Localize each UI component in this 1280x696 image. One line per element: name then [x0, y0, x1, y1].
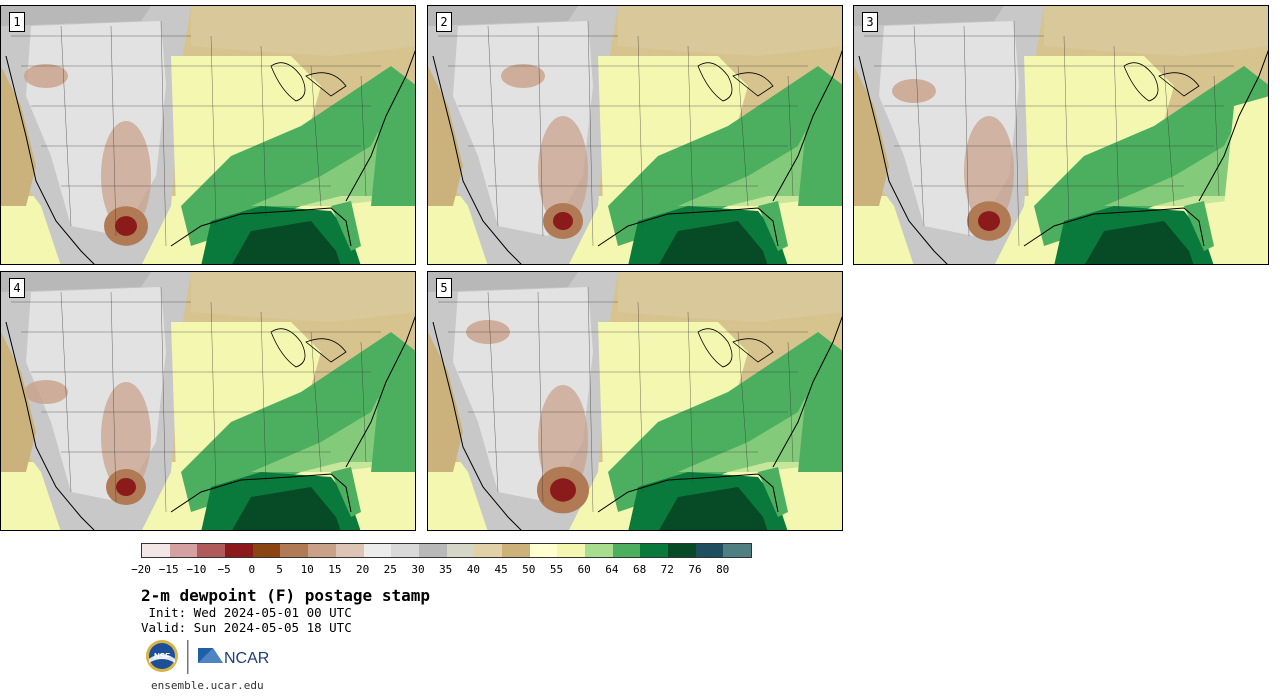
colorbar-swatch	[668, 544, 696, 557]
colorbar-tick-label: 5	[276, 563, 283, 576]
colorbar-tick-label: 35	[439, 563, 453, 576]
colorbar-ticks: −20 −15 −10 −5 0 5 10 15 20 25 30 35 40 45 50 55 60 64 68 7…	[128, 563, 748, 577]
colorbar	[141, 543, 753, 558]
website-url: ensemble.ucar.edu	[151, 679, 264, 692]
stamp-number-1: 1	[9, 12, 25, 32]
colorbar-tick-label: 25	[383, 563, 397, 576]
dewpoint-map-1	[1, 6, 415, 264]
colorbar-swatch	[169, 544, 198, 557]
colorbar-tick-label: 60	[577, 563, 591, 576]
svg-text:NSF: NSF	[154, 652, 170, 661]
colorbar-swatch	[474, 544, 502, 557]
colorbar-swatch	[640, 544, 669, 557]
colorbar-tick-label: −20	[131, 563, 151, 576]
nsf-logo-icon: NSF	[146, 640, 178, 672]
ncar-logo-icon: NCAR	[198, 648, 269, 667]
colorbar-tick-label: 55	[549, 563, 564, 576]
colorbar-swatch	[557, 544, 585, 557]
colorbar-swatch	[225, 544, 253, 557]
colorbar-swatch	[529, 544, 558, 557]
colorbar-swatch	[142, 544, 170, 557]
colorbar-swatch	[501, 544, 530, 557]
colorbar-tick-label: 50	[522, 563, 536, 576]
colorbar-swatch	[723, 544, 752, 557]
stamp-number-3: 3	[862, 12, 878, 32]
colorbar-swatch	[446, 544, 475, 557]
colorbar-swatch	[308, 544, 336, 557]
colorbar-swatch	[585, 544, 613, 557]
colorbar-tick-label: −15	[158, 563, 179, 576]
dewpoint-map-2	[428, 6, 842, 264]
stamp-number-4: 4	[9, 278, 25, 298]
colorbar-tick-label: 64	[605, 563, 619, 576]
colorbar-tick-label: −10	[186, 563, 207, 576]
colorbar-swatch	[391, 544, 419, 557]
dewpoint-map-4	[1, 272, 415, 530]
stamp-panel-2: 2	[427, 5, 843, 265]
colorbar-swatch	[612, 544, 641, 557]
colorbar-swatch	[418, 544, 447, 557]
stamp-panel-1: 1	[0, 5, 416, 265]
colorbar-swatch	[695, 544, 724, 557]
product-title: 2-m dewpoint (F) postage stamp	[141, 586, 430, 605]
colorbar-tick-label: 40	[466, 563, 481, 576]
colorbar-tick-label: 76	[688, 563, 702, 576]
stamp-panel-4: 4	[0, 271, 416, 531]
dewpoint-map-3	[854, 6, 1268, 264]
colorbar-swatch	[197, 544, 226, 557]
svg-text:NCAR: NCAR	[224, 650, 269, 667]
init-time: Init: Wed 2024-05-01 00 UTC	[141, 605, 352, 620]
stamp-panel-5: 5	[427, 271, 843, 531]
colorbar-tick-label: 0	[248, 563, 256, 576]
stamp-number-5: 5	[436, 278, 452, 298]
colorbar-tick-label: 68	[632, 563, 647, 576]
logos: NSF NCAR	[145, 637, 275, 677]
colorbar-swatch	[335, 544, 364, 557]
colorbar-swatch	[252, 544, 281, 557]
colorbar-tick-label: 10	[300, 563, 314, 576]
valid-time: Valid: Sun 2024-05-05 18 UTC	[141, 620, 352, 635]
dewpoint-map-5	[428, 272, 842, 530]
colorbar-tick-label: 20	[355, 563, 370, 576]
colorbar-tick-label: 80	[716, 563, 730, 576]
colorbar-tick-label: 15	[328, 563, 342, 576]
colorbar-tick-label: 30	[411, 563, 425, 576]
colorbar-tick-label: 45	[494, 563, 508, 576]
colorbar-tick-label: 72	[660, 563, 674, 576]
stamp-number-2: 2	[436, 12, 452, 32]
colorbar-swatch	[363, 544, 392, 557]
colorbar-tick-label: −5	[217, 563, 231, 576]
stamp-panel-3: 3	[853, 5, 1269, 265]
colorbar-swatch	[280, 544, 309, 557]
